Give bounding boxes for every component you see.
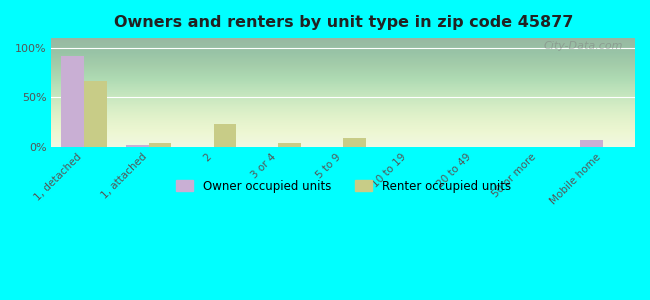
Bar [126, 145, 149, 147]
Title: Owners and renters by unit type in zip code 45877: Owners and renters by unit type in zip c… [114, 15, 573, 30]
Legend: Owner occupied units, Renter occupied units: Owner occupied units, Renter occupied un… [171, 175, 515, 197]
Bar [580, 140, 603, 147]
Bar [278, 143, 301, 147]
Bar [214, 124, 236, 147]
Bar [343, 138, 366, 147]
Bar [84, 81, 107, 147]
Bar [149, 143, 172, 147]
Text: City-Data.com: City-Data.com [544, 41, 623, 51]
Bar [61, 56, 84, 147]
